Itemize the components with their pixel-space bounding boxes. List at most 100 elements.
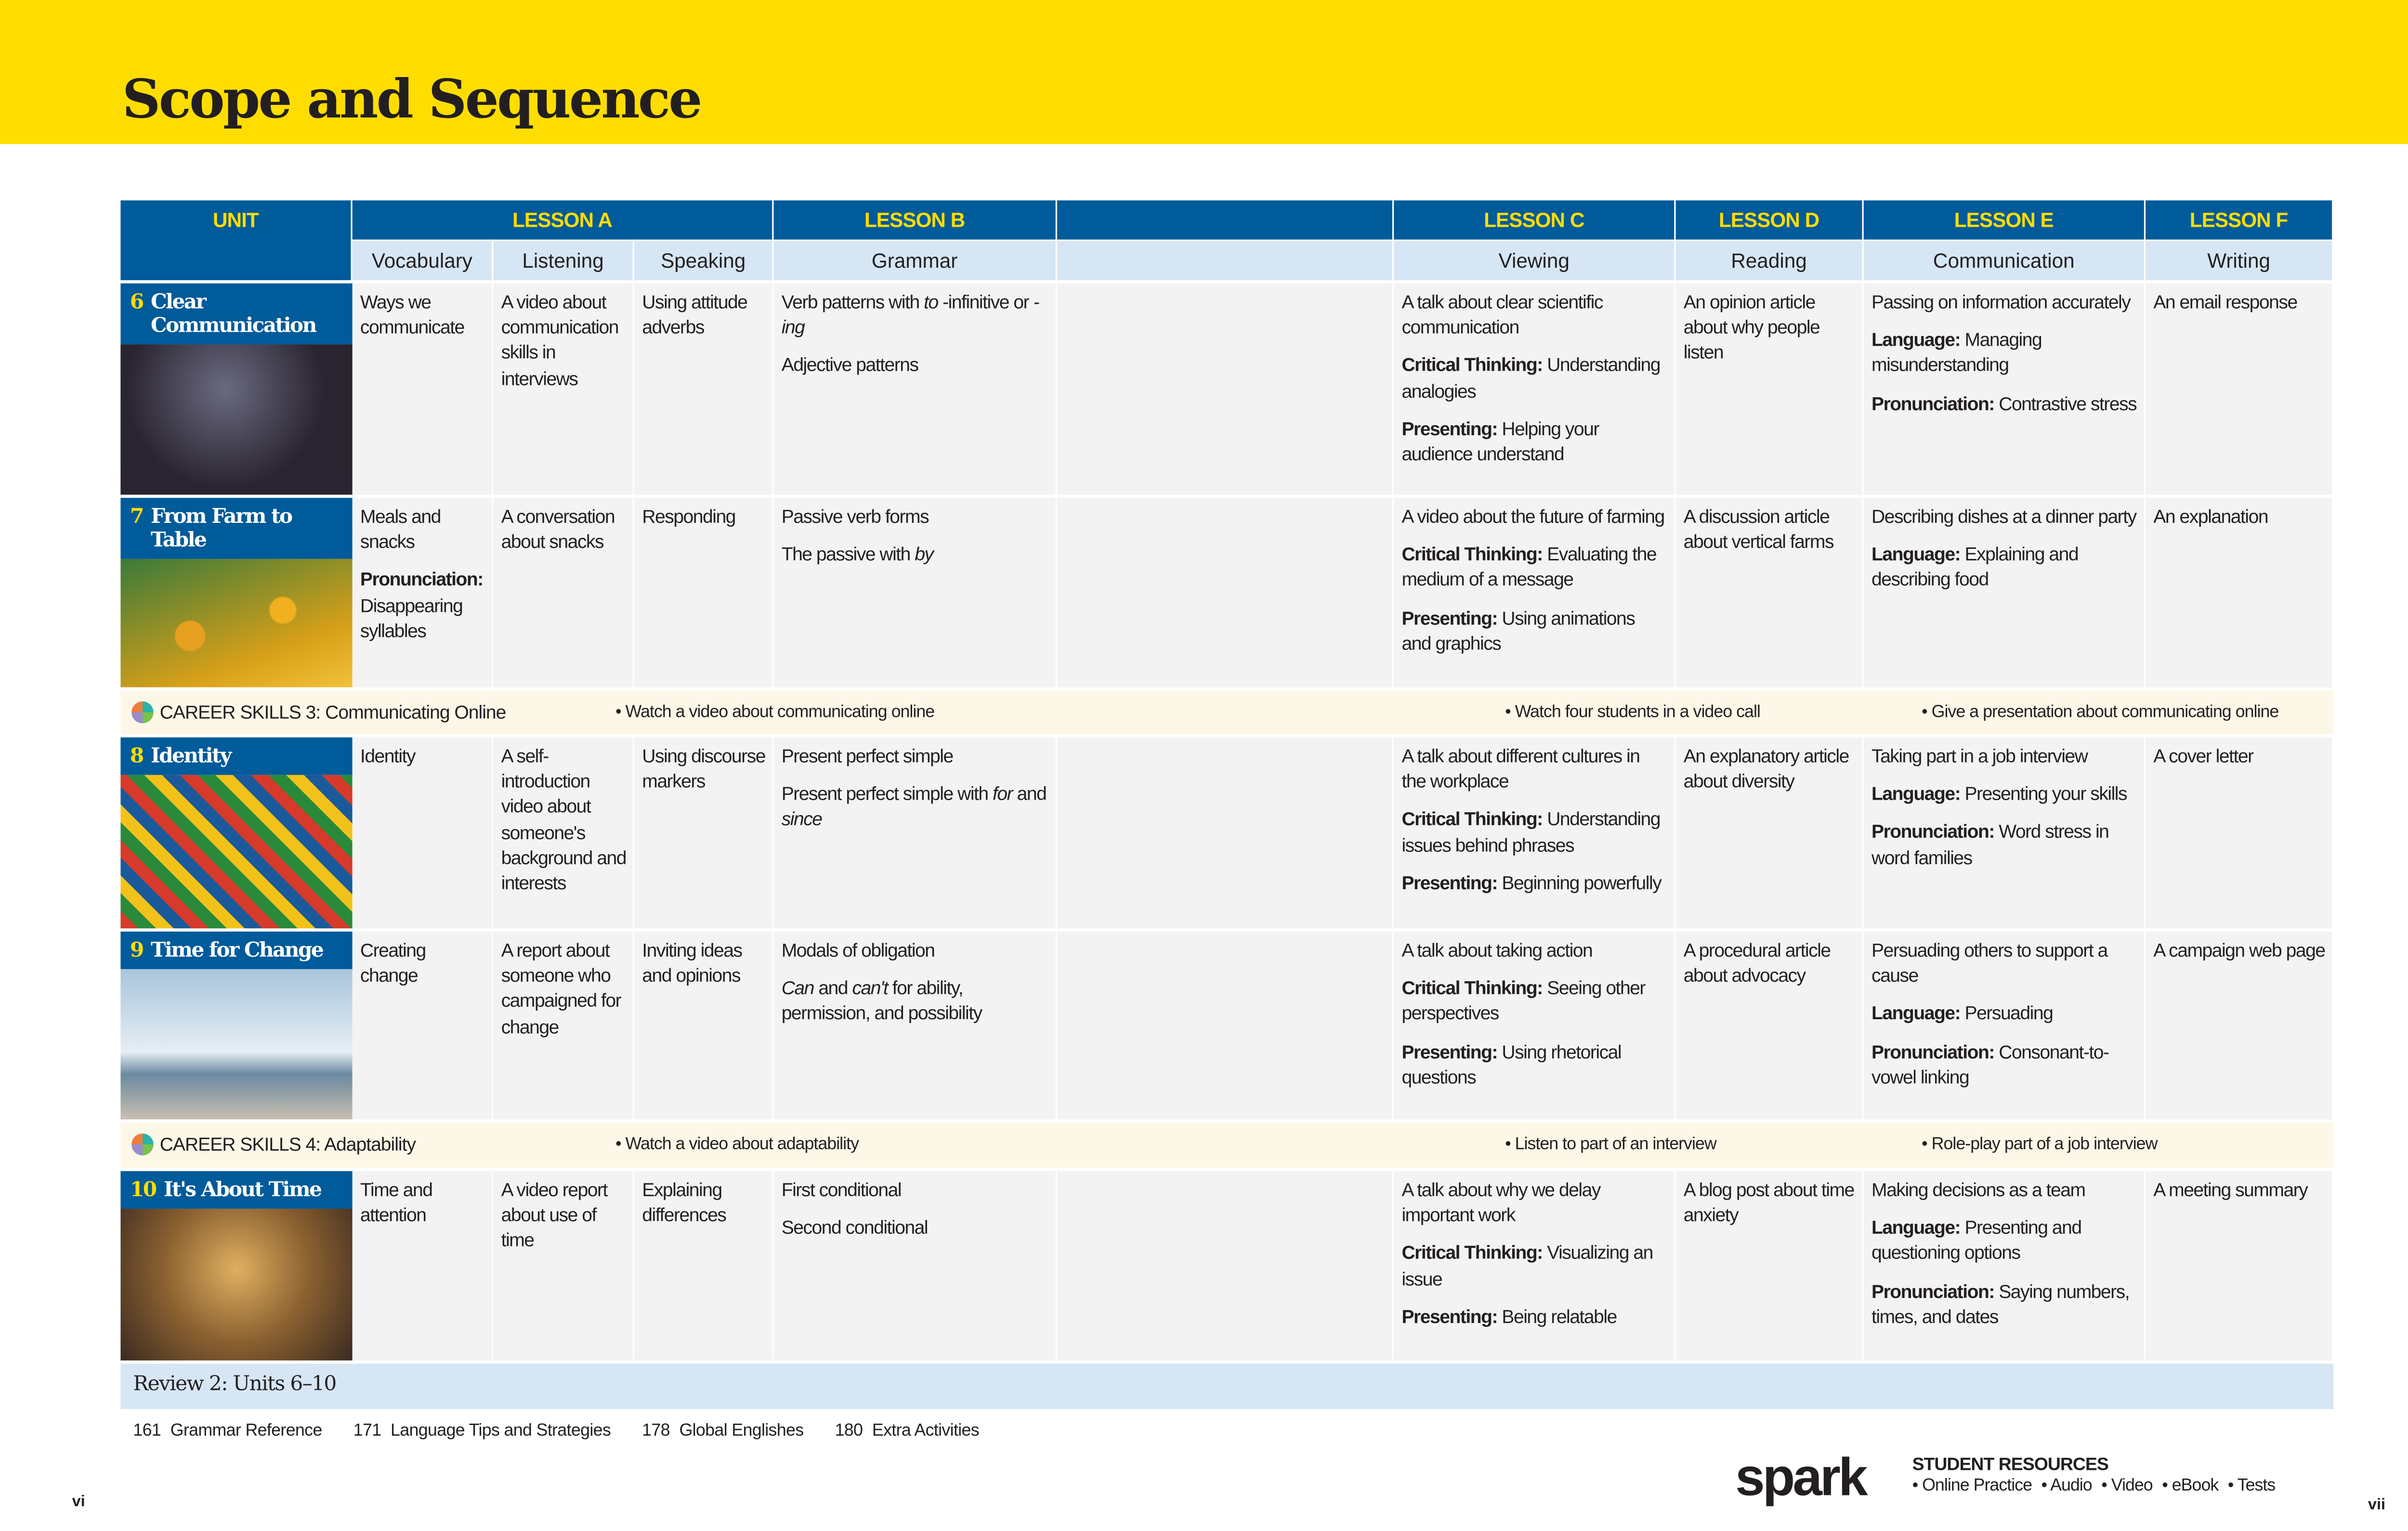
reference-page: 180 bbox=[835, 1421, 863, 1440]
skill-header: Listening bbox=[493, 239, 635, 281]
cell-text: Pronunciation: bbox=[1871, 392, 1999, 415]
cell-paragraph: Taking part in a job interview bbox=[1871, 744, 2138, 769]
cell-text: A video about communication skills in in… bbox=[501, 291, 619, 389]
cell-text: A procedural article about advocacy bbox=[1683, 939, 1831, 987]
table-cell: Using discourse markers bbox=[634, 734, 774, 929]
cell-paragraph: Pronunciation: Disappearing syllables bbox=[360, 568, 485, 644]
cell-text: A video report about use of time bbox=[501, 1179, 608, 1252]
page-number-left: vi bbox=[72, 1493, 85, 1511]
table-cell: A discussion article about vertical farm… bbox=[1675, 494, 1864, 688]
table-cell: Inviting ideas and opinions bbox=[634, 928, 774, 1120]
cell-text: Pronunciation: bbox=[360, 569, 484, 591]
cell-text: Creating change bbox=[360, 939, 426, 987]
cell-paragraph: Meals and snacks bbox=[360, 504, 485, 555]
cell-paragraph: A talk about taking action bbox=[1401, 938, 1668, 963]
unit-number: 8 bbox=[130, 745, 144, 769]
cell-paragraph: Describing dishes at a dinner party bbox=[1871, 504, 2138, 530]
skill-header: Reading bbox=[1675, 239, 1864, 281]
table-cell: A meeting summary bbox=[2146, 1168, 2334, 1361]
cell-text: by bbox=[915, 544, 934, 566]
cell-text: Verb patterns with bbox=[781, 291, 924, 313]
cell-text: Can bbox=[781, 977, 815, 999]
cell-paragraph: Present perfect simple bbox=[782, 744, 1049, 769]
table-cell: A campaign web page bbox=[2146, 928, 2334, 1120]
cell-paragraph: Creating change bbox=[360, 938, 485, 988]
cell-paragraph: An email response bbox=[2153, 290, 2326, 315]
cell-paragraph: Language: Presenting and questioning opt… bbox=[1871, 1215, 2138, 1266]
cell-paragraph: A conversation about snacks bbox=[501, 504, 627, 555]
table-cell: Responding bbox=[634, 494, 774, 688]
cell-text: Explaining differences bbox=[642, 1179, 727, 1226]
cell-paragraph: An opinion article about why people list… bbox=[1684, 290, 1856, 366]
cell-text: Using discourse markers bbox=[642, 745, 766, 793]
cell-text: Describing dishes at a dinner party bbox=[1871, 506, 2137, 528]
cell-text: Pronunciation: bbox=[1871, 821, 1999, 843]
cell-text: Evaluating the medium of a message bbox=[1401, 544, 1657, 591]
cell-paragraph: A blog post about time anxiety bbox=[1684, 1177, 1856, 1228]
cell-text: A talk about why we delay important work bbox=[1401, 1179, 1601, 1226]
cell-text: Saying numbers, times, and dates bbox=[1871, 1280, 2130, 1328]
review-row: Review 2: Units 6–10 bbox=[120, 1360, 2334, 1409]
cell-paragraph: Critical Thinking: Understanding analogi… bbox=[1401, 353, 1668, 403]
table-cell: A talk about why we delay important work… bbox=[1394, 1168, 1676, 1361]
table-cell bbox=[1057, 494, 1394, 688]
cell-paragraph: Pronunciation: Contrastive stress bbox=[1871, 391, 2138, 416]
cell-paragraph: Language: Managing misunderstanding bbox=[1871, 327, 2138, 378]
cell-paragraph: An explanatory article about diversity bbox=[1684, 744, 1856, 794]
cell-text: Meals and snacks bbox=[360, 506, 441, 553]
career-skills-row: CAREER SKILLS 4: Adaptability • Watch a v… bbox=[120, 1119, 2334, 1168]
cell-text: Second conditional bbox=[781, 1217, 929, 1239]
scope-table: UNIT LESSON A LESSON B LESSON C LESSON D LESS… bbox=[120, 200, 2334, 1409]
cell-text: Explaining and describing food bbox=[1871, 544, 2079, 591]
cell-text: Presenting: bbox=[1401, 1040, 1502, 1063]
spark-logo: spark bbox=[1735, 1448, 1868, 1508]
unit-title: From Farm to Table bbox=[150, 506, 293, 553]
cell-paragraph: Language: Persuading bbox=[1871, 1001, 2138, 1026]
cell-text: Critical Thinking: bbox=[1401, 808, 1547, 830]
cell-text: Persuading bbox=[1964, 1002, 2054, 1025]
unit-number: 6 bbox=[130, 291, 144, 315]
cell-text: A self-introduction video about someone'… bbox=[501, 745, 627, 894]
cell-paragraph: Critical Thinking: Visualizing an issue bbox=[1401, 1241, 1668, 1291]
table-cell bbox=[1057, 928, 1394, 1120]
cell-text: Presenting and questioning options bbox=[1871, 1217, 2082, 1264]
table-cell: A video about communication skills in in… bbox=[493, 280, 635, 495]
unit-title-bar: 8 Identity bbox=[120, 737, 353, 775]
cell-paragraph: Passive verb forms bbox=[782, 504, 1049, 530]
cell-text: A talk about different cultures in the w… bbox=[1401, 745, 1640, 793]
table-cell: Meals and snacks Pronunciation: Disappear… bbox=[352, 494, 494, 688]
unit-photo bbox=[120, 775, 353, 929]
main-content: UNIT LESSON A LESSON B LESSON C LESSON D LESS… bbox=[120, 200, 2334, 1440]
table-cell: Passing on information accurately Languag… bbox=[1863, 280, 2146, 495]
unit-photo bbox=[120, 558, 353, 688]
career-skills-icon bbox=[131, 1133, 154, 1155]
unit-cell: 7 From Farm to Table bbox=[120, 494, 353, 688]
cell-text: Ways we communicate bbox=[360, 291, 465, 339]
unit-title: Time for Change bbox=[150, 939, 324, 963]
lesson-header: LESSON B bbox=[773, 200, 1058, 240]
cell-paragraph: Passing on information accurately bbox=[1871, 290, 2138, 315]
table-cell: Taking part in a job interview Language: … bbox=[1863, 734, 2146, 929]
cell-paragraph: An explanation bbox=[2153, 504, 2326, 530]
table-cell: Ways we communicate bbox=[352, 280, 494, 495]
cell-text: A talk about taking action bbox=[1401, 939, 1593, 961]
cell-paragraph: Adjective patterns bbox=[782, 353, 1049, 378]
student-resources: STUDENT RESOURCES • Online Practice • Aud… bbox=[1912, 1456, 2285, 1495]
table-cell: Identity bbox=[352, 734, 494, 929]
cell-paragraph: Language: Presenting your skills bbox=[1871, 781, 2138, 807]
table-cell: An explanatory article about diversity bbox=[1675, 734, 1864, 929]
cell-text: A conversation about snacks bbox=[501, 506, 615, 553]
cell-text: Modals of obligation bbox=[781, 939, 935, 961]
resource-item: • Tests bbox=[2227, 1476, 2276, 1495]
cell-text: Understanding analogies bbox=[1401, 354, 1661, 402]
cell-text: Pronunciation: bbox=[1871, 1280, 1999, 1302]
career-skills-icon bbox=[131, 701, 154, 724]
table-cell: A procedural article about advocacy bbox=[1675, 928, 1864, 1120]
cell-paragraph: Presenting: Using rhetorical questions bbox=[1401, 1039, 1668, 1090]
table-cell: An email response bbox=[2146, 280, 2334, 495]
cell-text: Presenting: bbox=[1401, 417, 1502, 440]
cell-paragraph: A talk about why we delay important work bbox=[1401, 1177, 1668, 1228]
cell-text: Language: bbox=[1871, 783, 1965, 805]
reference-label: Extra Activities bbox=[872, 1421, 980, 1440]
cell-paragraph: Critical Thinking: Understanding issues … bbox=[1401, 807, 1668, 857]
